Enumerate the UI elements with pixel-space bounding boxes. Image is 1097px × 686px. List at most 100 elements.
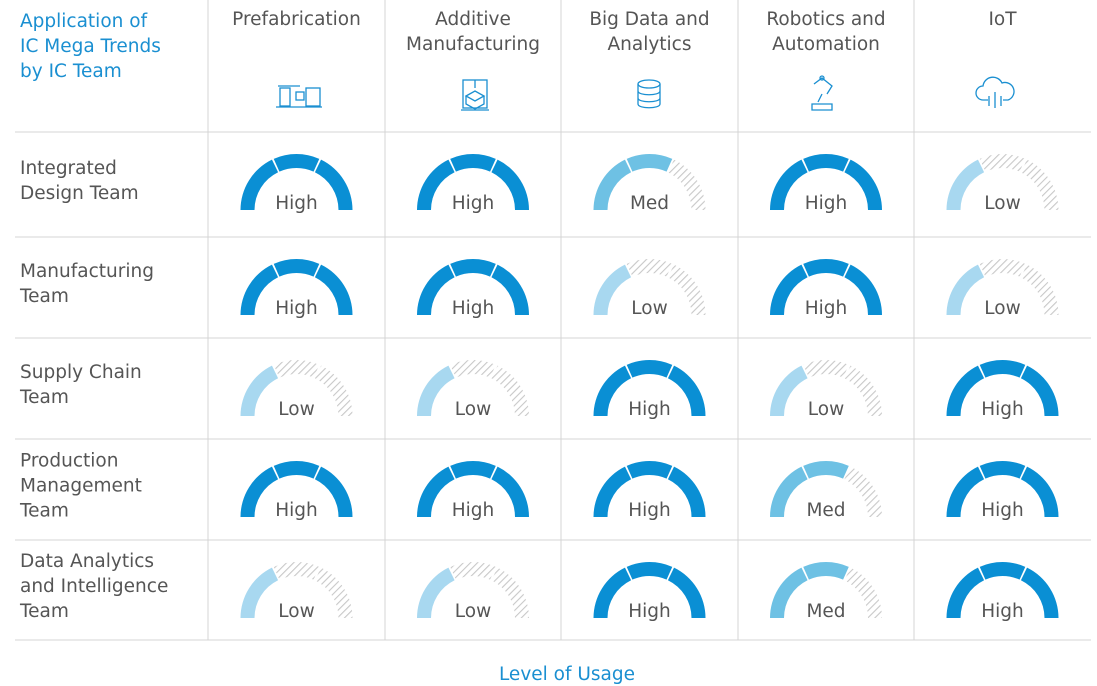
gauge-segment <box>240 365 279 416</box>
row-label: Team <box>19 286 69 307</box>
gauge-empty <box>667 159 706 210</box>
gauge-empty <box>273 561 320 580</box>
gauge-segment <box>314 466 353 517</box>
gauge-label: Low <box>278 399 314 420</box>
additive-icon <box>461 79 489 111</box>
footer-label: Level of Usage <box>499 664 635 685</box>
gauge-label: Low <box>455 399 491 420</box>
gauge-empty <box>979 258 1026 277</box>
gauge <box>417 460 529 517</box>
row-label: Production <box>20 451 118 472</box>
gauge <box>593 460 706 517</box>
gauge-label: Low <box>984 193 1020 214</box>
row-label: Manufacturing <box>20 261 154 282</box>
gauge-empty <box>314 567 353 618</box>
gauge <box>770 258 882 315</box>
gauge-segment <box>491 466 529 517</box>
gauge-segment <box>979 561 1026 580</box>
gauge-segment <box>593 466 632 517</box>
gauge-empty <box>450 359 496 378</box>
gauge-segment <box>273 153 320 172</box>
gauge-segment <box>593 264 632 315</box>
column-header: IoT <box>988 9 1017 30</box>
gauge-label: Low <box>984 298 1020 319</box>
gauge-segment <box>667 365 706 416</box>
iot-icon <box>975 76 1015 108</box>
gauge <box>770 561 882 618</box>
gauge-segment <box>626 153 673 172</box>
gauge-label: High <box>805 298 848 319</box>
gauge-segment <box>770 365 808 416</box>
gauge <box>770 153 882 210</box>
gauge-empty <box>1020 264 1059 315</box>
gauge <box>593 258 706 315</box>
gauge-empty <box>979 153 1026 172</box>
gauge-segment <box>803 258 849 277</box>
gauge <box>770 460 882 517</box>
gauge-label: High <box>628 601 671 622</box>
gauge-label: High <box>981 601 1024 622</box>
gauge-segment <box>273 460 320 479</box>
gauge-segment <box>417 567 455 618</box>
gauge-segment <box>946 159 985 210</box>
gauge-segment <box>417 365 455 416</box>
gauge <box>593 153 706 210</box>
gauge-segment <box>1020 466 1059 517</box>
gauge <box>417 561 529 618</box>
gauge-segment <box>491 159 529 210</box>
header-title-line: IC Mega Trends <box>20 36 161 57</box>
gauge-label: Low <box>631 298 667 319</box>
icons <box>276 75 1015 111</box>
gauge-segment <box>770 264 808 315</box>
gauge-label: High <box>452 500 495 521</box>
column-header: Additive <box>435 9 511 30</box>
gauge-label: High <box>275 193 318 214</box>
gauge-label: High <box>805 193 848 214</box>
gauge <box>593 359 706 416</box>
gauge-segment <box>803 153 849 172</box>
gauge-segment <box>946 567 985 618</box>
column-header: Automation <box>772 34 880 55</box>
gauge <box>593 561 706 618</box>
gauge-segment <box>626 561 673 580</box>
row-label: Team <box>19 501 69 522</box>
gauge-segment <box>314 264 353 315</box>
gauge-label: Low <box>808 399 844 420</box>
gauge-segment <box>626 359 673 378</box>
gauge-label: Med <box>806 500 845 521</box>
gauge <box>240 561 353 618</box>
gauge-label: Med <box>630 193 669 214</box>
gauge-segment <box>803 561 849 580</box>
gauge-empty <box>450 561 496 580</box>
gauge-label: High <box>628 399 671 420</box>
gauge-segment <box>946 466 985 517</box>
gauge-segment <box>450 153 496 172</box>
gauge-segment <box>803 460 849 479</box>
gauge-segment <box>667 466 706 517</box>
gauge-label: Med <box>806 601 845 622</box>
robot-icon <box>811 75 833 111</box>
row-label: Management <box>20 476 142 497</box>
gauge-empty <box>314 365 353 416</box>
gauge-segment <box>273 258 320 277</box>
gauge-empty <box>803 359 849 378</box>
gauge <box>946 153 1059 210</box>
gauge <box>946 359 1059 416</box>
gauge-label: High <box>275 298 318 319</box>
gauge-segment <box>593 159 632 210</box>
gauge-label: High <box>452 298 495 319</box>
gauge-segment <box>770 159 808 210</box>
gauge <box>417 359 529 416</box>
prefab-icon <box>276 85 322 108</box>
gauge-segment <box>314 159 353 210</box>
gauge <box>240 153 353 210</box>
gauge-segment <box>844 159 882 210</box>
database-icon <box>637 79 661 109</box>
gauge-segment <box>667 567 706 618</box>
gauge-segment <box>770 466 808 517</box>
column-header: Big Data and <box>589 9 709 30</box>
column-header: Prefabrication <box>232 9 361 30</box>
gauge-segment <box>844 264 882 315</box>
gauge-segment <box>240 159 279 210</box>
gauge-label: High <box>981 399 1024 420</box>
